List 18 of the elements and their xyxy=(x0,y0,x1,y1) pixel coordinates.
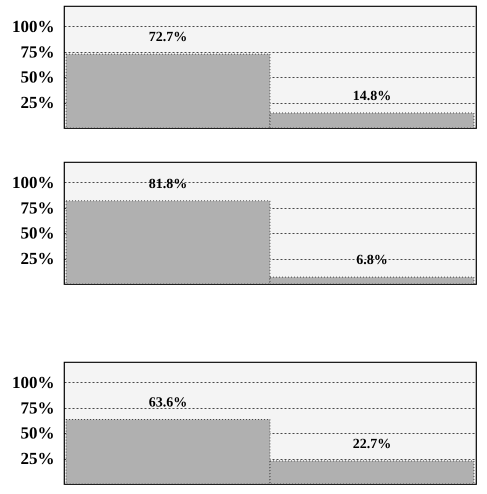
y-tick-label: 100% xyxy=(12,372,54,392)
y-tick-label: 75% xyxy=(20,398,54,418)
data-label: 81.8% xyxy=(148,176,188,192)
data-label: 14.8% xyxy=(352,88,392,104)
y-tick-label: 25% xyxy=(20,93,54,112)
y-tick-label: 50% xyxy=(20,424,54,443)
y-tick-label: 75% xyxy=(20,198,54,218)
y-tick-label: 100% xyxy=(12,172,54,192)
data-label: 72.7% xyxy=(148,30,188,46)
data-label: 22.7% xyxy=(352,436,392,452)
data-label: 6.8% xyxy=(356,253,388,268)
y-tick-label: 25% xyxy=(20,449,54,468)
y-tick-label: 100% xyxy=(12,16,54,36)
y-tick-label: 50% xyxy=(20,224,54,243)
y-tick-label: 50% xyxy=(20,68,54,87)
data-label: 63.6% xyxy=(148,395,188,410)
y-tick-label: 75% xyxy=(20,42,54,62)
y-tick-label: 25% xyxy=(20,249,54,268)
